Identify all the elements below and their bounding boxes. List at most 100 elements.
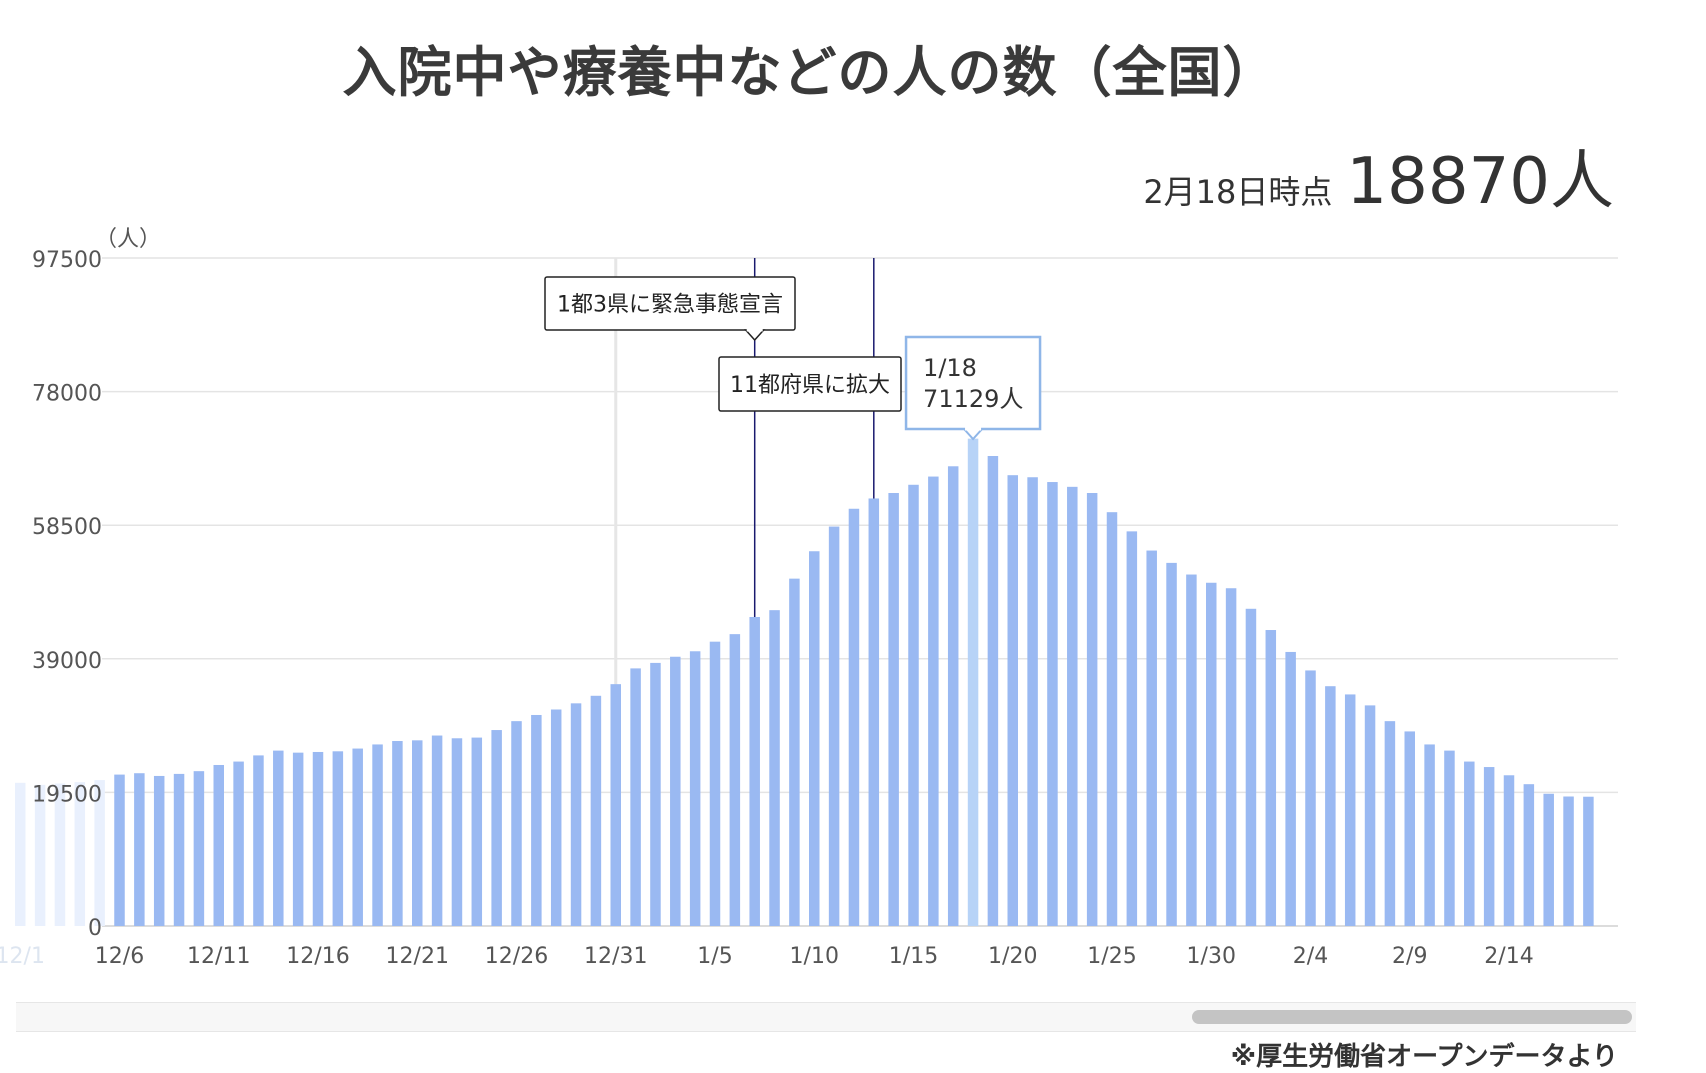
- bar-12/15[interactable]: [292, 752, 304, 926]
- bar-1/19[interactable]: [987, 456, 999, 926]
- annotation-emergency-label: 1都3県に緊急事態宣言: [557, 293, 783, 318]
- bar-1/25[interactable]: [1106, 512, 1118, 926]
- x-tick-label: 2/4: [1293, 944, 1328, 969]
- bar-1/16[interactable]: [928, 476, 939, 926]
- bar-1/27[interactable]: [1146, 550, 1157, 926]
- bar-12/17[interactable]: [332, 751, 344, 926]
- bar-1/5[interactable]: [709, 641, 721, 926]
- bar-12/16[interactable]: [312, 751, 324, 926]
- bar-2/12[interactable]: [1464, 761, 1475, 926]
- bar-1/24[interactable]: [1086, 492, 1098, 926]
- bar-1/13[interactable]: [868, 498, 880, 926]
- bar-1/28[interactable]: [1166, 562, 1177, 926]
- bar-12/20[interactable]: [392, 741, 403, 926]
- bar-1/6[interactable]: [729, 634, 741, 926]
- annotation-expansion-box: [718, 356, 902, 412]
- bar-12/24[interactable]: [471, 737, 483, 926]
- bar-tooltip: 1/18 71129人: [904, 335, 1042, 441]
- bar-12/7[interactable]: [134, 773, 145, 926]
- bar-1/7[interactable]: [749, 617, 760, 926]
- bar-2/17[interactable]: [1563, 796, 1574, 926]
- bar-12/8[interactable]: [153, 775, 165, 926]
- x-tick-label: 1/5: [697, 944, 732, 969]
- bar-1/22[interactable]: [1047, 482, 1058, 926]
- bar-2/18[interactable]: [1583, 796, 1594, 926]
- bar-1/18[interactable]: [967, 438, 979, 926]
- bar-1/26[interactable]: [1126, 531, 1138, 926]
- bar-1/2[interactable]: [650, 662, 661, 926]
- bar-1/8[interactable]: [769, 610, 780, 926]
- bar-1/10[interactable]: [809, 551, 820, 926]
- bar-tooltip-box: [904, 335, 1042, 431]
- bar-12/3[interactable]: [54, 783, 66, 926]
- bar-1/11[interactable]: [828, 526, 840, 926]
- bar-2/13[interactable]: [1483, 767, 1495, 926]
- bar-1/29[interactable]: [1186, 574, 1197, 926]
- bar-12/21[interactable]: [412, 740, 423, 926]
- bar-2/3[interactable]: [1285, 651, 1296, 926]
- bar-1/12[interactable]: [848, 508, 860, 926]
- bar-12/9[interactable]: [173, 773, 185, 926]
- x-tick-label: 1/25: [1087, 944, 1136, 969]
- bar-12/19[interactable]: [372, 744, 383, 926]
- bar-12/11[interactable]: [213, 764, 225, 926]
- bar-12/14[interactable]: [273, 750, 284, 926]
- bar-2/5[interactable]: [1325, 686, 1336, 926]
- bar-12/29[interactable]: [570, 703, 582, 926]
- bar-12/22[interactable]: [431, 735, 443, 926]
- bar-12/26[interactable]: [511, 721, 522, 926]
- bar-2/14[interactable]: [1503, 775, 1515, 926]
- bar-1/30[interactable]: [1206, 582, 1217, 926]
- bar-2/1[interactable]: [1245, 608, 1257, 926]
- bar-12/10[interactable]: [193, 771, 205, 926]
- bar-1/3[interactable]: [670, 656, 681, 926]
- bar-tooltip-value: 71129人: [923, 385, 1023, 413]
- bar-2/9[interactable]: [1404, 731, 1416, 926]
- bar-1/21[interactable]: [1027, 477, 1038, 926]
- bar-1/17[interactable]: [947, 466, 959, 926]
- bar-2/4[interactable]: [1305, 670, 1316, 926]
- bar-2/15[interactable]: [1523, 784, 1535, 926]
- bar-1/14[interactable]: [888, 492, 899, 926]
- bar-2/11[interactable]: [1444, 750, 1455, 926]
- bar-2/6[interactable]: [1344, 694, 1356, 926]
- source-note: ※厚生労働省オープンデータより: [1230, 1042, 1618, 1072]
- bar-1/20[interactable]: [1007, 475, 1019, 926]
- bar-1/1[interactable]: [630, 668, 641, 926]
- x-tick-label: 1/10: [790, 944, 839, 969]
- bar-12/30[interactable]: [590, 695, 602, 926]
- bar-12/1[interactable]: [15, 782, 26, 926]
- bar-12/27[interactable]: [531, 714, 542, 926]
- bar-2/8[interactable]: [1384, 721, 1396, 926]
- bar-1/31[interactable]: [1225, 588, 1237, 926]
- bar-12/25[interactable]: [491, 730, 502, 926]
- bar-12/2[interactable]: [34, 784, 46, 926]
- bar-12/28[interactable]: [550, 709, 562, 926]
- bar-12/6[interactable]: [114, 774, 125, 926]
- bar-1/4[interactable]: [689, 651, 701, 926]
- bar-tooltip-date: 1/18: [923, 354, 977, 382]
- annotation-expansion: 11都府県に拡大: [718, 356, 902, 412]
- bar-12/12[interactable]: [233, 761, 244, 926]
- bar-1/15[interactable]: [908, 484, 919, 926]
- bar-12/31[interactable]: [610, 684, 622, 926]
- bar-2/2[interactable]: [1265, 630, 1277, 926]
- y-tick-label: 0: [88, 916, 102, 941]
- bar-1/9[interactable]: [789, 578, 800, 926]
- bar-12/23[interactable]: [451, 738, 463, 926]
- x-tick-label: 12/31: [584, 944, 647, 969]
- bar-2/16[interactable]: [1543, 793, 1554, 926]
- bar-1/23[interactable]: [1067, 486, 1078, 926]
- x-tick-label: 1/30: [1187, 944, 1236, 969]
- bar-12/13[interactable]: [253, 755, 264, 926]
- bar-2/7[interactable]: [1364, 705, 1376, 926]
- bar-12/18[interactable]: [352, 748, 363, 926]
- scrollbar-thumb[interactable]: [1192, 1010, 1632, 1024]
- latest-value: 18870人: [1346, 145, 1614, 219]
- bar-2/10[interactable]: [1424, 744, 1435, 926]
- horizontal-scrollbar[interactable]: [16, 1002, 1636, 1032]
- y-tick-label: 39000: [32, 649, 102, 674]
- bar-12/5[interactable]: [94, 780, 105, 926]
- bar-12/4[interactable]: [74, 782, 86, 926]
- y-tick-label: 97500: [32, 248, 102, 273]
